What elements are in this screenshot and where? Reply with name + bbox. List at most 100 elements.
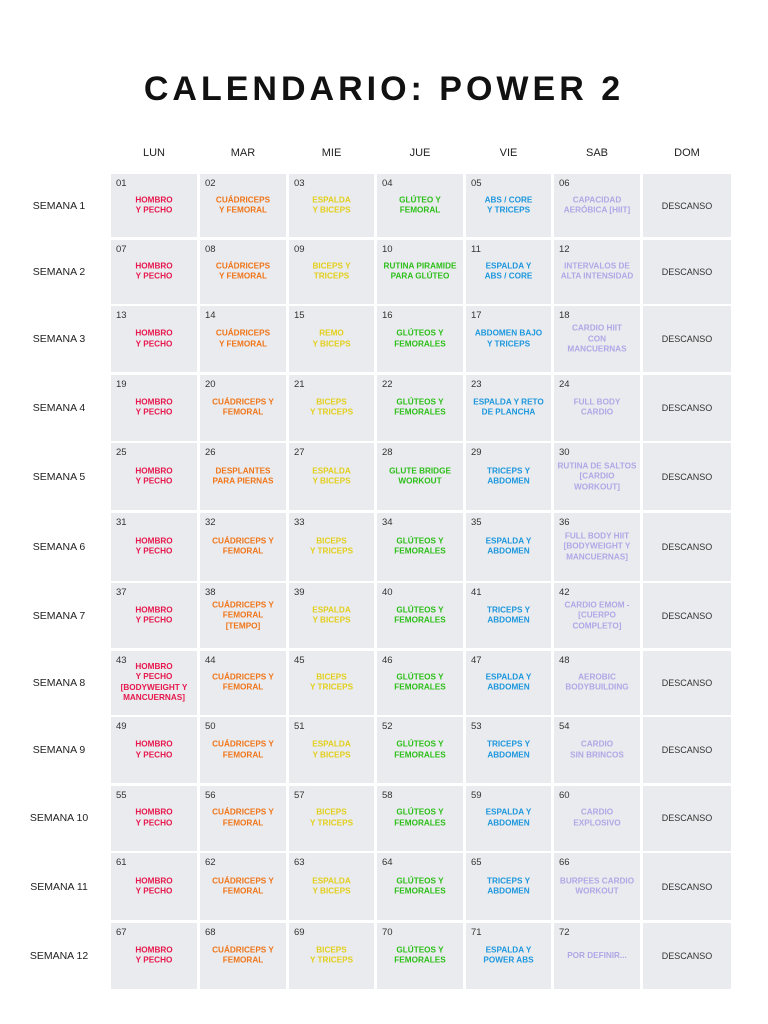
- workout: HOMBRO Y PECHO: [135, 261, 173, 281]
- day-number: 72: [559, 926, 570, 938]
- workout: BICEPS Y TRICEPS: [312, 261, 351, 281]
- day-number: 69: [294, 926, 305, 938]
- workout: ESPALDA Y ABDOMEN: [485, 807, 532, 828]
- day-number: 53: [471, 721, 482, 732]
- day-cell: 53 TRICEPS Y ABDOMEN: [466, 717, 551, 783]
- day-cell: 57 BICEPS Y TRICEPS: [289, 785, 374, 851]
- workout: HOMBRO Y PECHO: [135, 328, 173, 349]
- workout: ESPALDA Y RETO DE PLANCHA: [473, 397, 544, 417]
- rest-text: DESCANSO: [661, 745, 713, 755]
- rest-cell: DESCANSO: [643, 174, 731, 237]
- workout: GLÚTEOS Y FEMORALES: [394, 397, 446, 417]
- workout: CUÁDRICEPS Y FEMORAL: [212, 397, 274, 417]
- day-number: 67: [116, 926, 127, 938]
- day-header: MIE: [321, 147, 342, 159]
- workout: TRICEPS Y ABDOMEN: [486, 876, 531, 896]
- workout: BICEPS Y TRICEPS: [309, 397, 354, 417]
- day-cell: 43 HOMBRO Y PECHO [BODYWEIGHT Y MANCUERNA…: [111, 650, 197, 715]
- day-number: 70: [382, 926, 393, 938]
- week-label: SEMANA 5: [32, 470, 86, 483]
- workout: CUÁDRICEPS Y FEMORAL: [215, 261, 271, 281]
- rest-cell: DESCANSO: [643, 785, 731, 851]
- day-cell: 70 GLÚTEOS Y FEMORALES: [377, 922, 463, 989]
- day-cell: 50 CUÁDRICEPS Y FEMORAL: [200, 717, 286, 783]
- rest-text: DESCANSO: [661, 334, 713, 344]
- workout: POR DEFINIR...: [567, 950, 627, 960]
- rest-cell: DESCANSO: [643, 717, 731, 783]
- day-cell: 23 ESPALDA Y RETO DE PLANCHA: [466, 374, 551, 441]
- day-number: 14: [205, 310, 216, 321]
- day-number: 19: [116, 378, 127, 390]
- day-header: JUE: [409, 147, 431, 159]
- workout: BICEPS Y TRICEPS: [309, 807, 354, 828]
- day-number: 07: [116, 243, 127, 255]
- day-number: 18: [559, 310, 570, 321]
- day-number: 47: [471, 654, 482, 666]
- workout: BICEPS Y TRICEPS: [309, 672, 354, 692]
- day-number: 28: [382, 447, 393, 458]
- workout: HOMBRO Y PECHO: [135, 807, 173, 828]
- workout: INTERVALOS DE ALTA INTENSIDAD: [560, 261, 634, 281]
- day-cell: 10 RUTINA PIRAMIDE PARA GLÚTEO: [377, 239, 463, 304]
- workout: BURPEES CARDIO WORKOUT: [559, 876, 635, 896]
- day-cell: 51 ESPALDA Y BICEPS: [289, 717, 374, 783]
- day-number: 22: [382, 378, 393, 390]
- week-label: SEMANA 4: [32, 401, 86, 414]
- workout: GLÚTEOS Y FEMORALES: [394, 876, 446, 896]
- day-number: 13: [116, 310, 127, 321]
- week-label: SEMANA 8: [32, 676, 86, 689]
- week-label: SEMANA 1: [32, 199, 86, 212]
- rest-text: DESCANSO: [661, 610, 713, 621]
- workout: CUÁDRICEPS Y FEMORAL: [212, 739, 274, 760]
- day-number: 48: [559, 654, 570, 666]
- rest-cell: DESCANSO: [643, 374, 731, 441]
- workout: CUÁDRICEPS Y FEMORAL: [215, 195, 271, 215]
- workout: HOMBRO Y PECHO: [135, 536, 173, 556]
- workout: CUÁDRICEPS Y FEMORAL: [215, 328, 271, 349]
- day-header: LUN: [142, 147, 165, 159]
- day-cell: 08 CUÁDRICEPS Y FEMORAL: [200, 239, 286, 304]
- workout: ESPALDA Y ABDOMEN: [485, 672, 532, 692]
- week-label: SEMANA 3: [32, 333, 86, 345]
- workout: CARDIO SIN BRINCOS: [570, 739, 624, 760]
- workout: GLÚTEOS Y FEMORALES: [394, 672, 446, 692]
- workout: CUÁDRICEPS Y FEMORAL [TEMPO]: [212, 599, 274, 630]
- day-cell: 69 BICEPS Y TRICEPS: [289, 922, 374, 989]
- workout: TRICEPS Y ABDOMEN: [486, 605, 531, 625]
- day-cell: 59 ESPALDA Y ABDOMEN: [466, 785, 551, 851]
- day-number: 58: [382, 789, 393, 801]
- rest-text: DESCANSO: [661, 677, 713, 688]
- day-cell: 38 CUÁDRICEPS Y FEMORAL [TEMPO]: [200, 583, 286, 648]
- day-number: 40: [382, 587, 393, 598]
- workout: GLÚTEOS Y FEMORALES: [394, 328, 446, 349]
- rest-text: DESCANSO: [661, 402, 713, 413]
- day-number: 08: [205, 243, 216, 255]
- workout: ESPALDA Y ABDOMEN: [485, 536, 532, 556]
- rest-cell: DESCANSO: [643, 650, 731, 715]
- rest-text: DESCANSO: [661, 266, 713, 277]
- day-number: 65: [471, 857, 482, 868]
- day-number: 25: [116, 447, 127, 458]
- workout: GLÚTEOS Y FEMORALES: [394, 536, 446, 556]
- week-label: SEMANA 10: [29, 812, 89, 824]
- day-number: 06: [559, 178, 570, 189]
- week-label: SEMANA 2: [32, 265, 86, 278]
- day-cell: 20 CUÁDRICEPS Y FEMORAL: [200, 374, 286, 441]
- day-cell: 72 POR DEFINIR...: [554, 922, 640, 989]
- workout: GLÚTEOS Y FEMORALES: [394, 605, 446, 625]
- day-header: MAR: [230, 147, 256, 159]
- workout: ESPALDA Y BICEPS: [312, 605, 351, 625]
- day-cell: 26 DESPLANTES PARA PIERNAS: [200, 443, 286, 510]
- workout: CUÁDRICEPS Y FEMORAL: [212, 876, 274, 896]
- workout: HOMBRO Y PECHO: [135, 466, 173, 486]
- day-number: 30: [559, 447, 570, 458]
- day-cell: 11 ESPALDA Y ABS / CORE: [466, 239, 551, 304]
- day-cell: 52 GLÚTEOS Y FEMORALES: [377, 717, 463, 783]
- workout: GLÚTEOS Y FEMORALES: [394, 739, 446, 760]
- day-cell: 64 GLÚTEOS Y FEMORALES: [377, 853, 463, 920]
- rest-cell: DESCANSO: [643, 853, 731, 920]
- day-number: 44: [205, 654, 216, 666]
- rest-text: DESCANSO: [661, 541, 713, 552]
- day-number: 33: [294, 516, 305, 528]
- day-number: 09: [294, 243, 305, 255]
